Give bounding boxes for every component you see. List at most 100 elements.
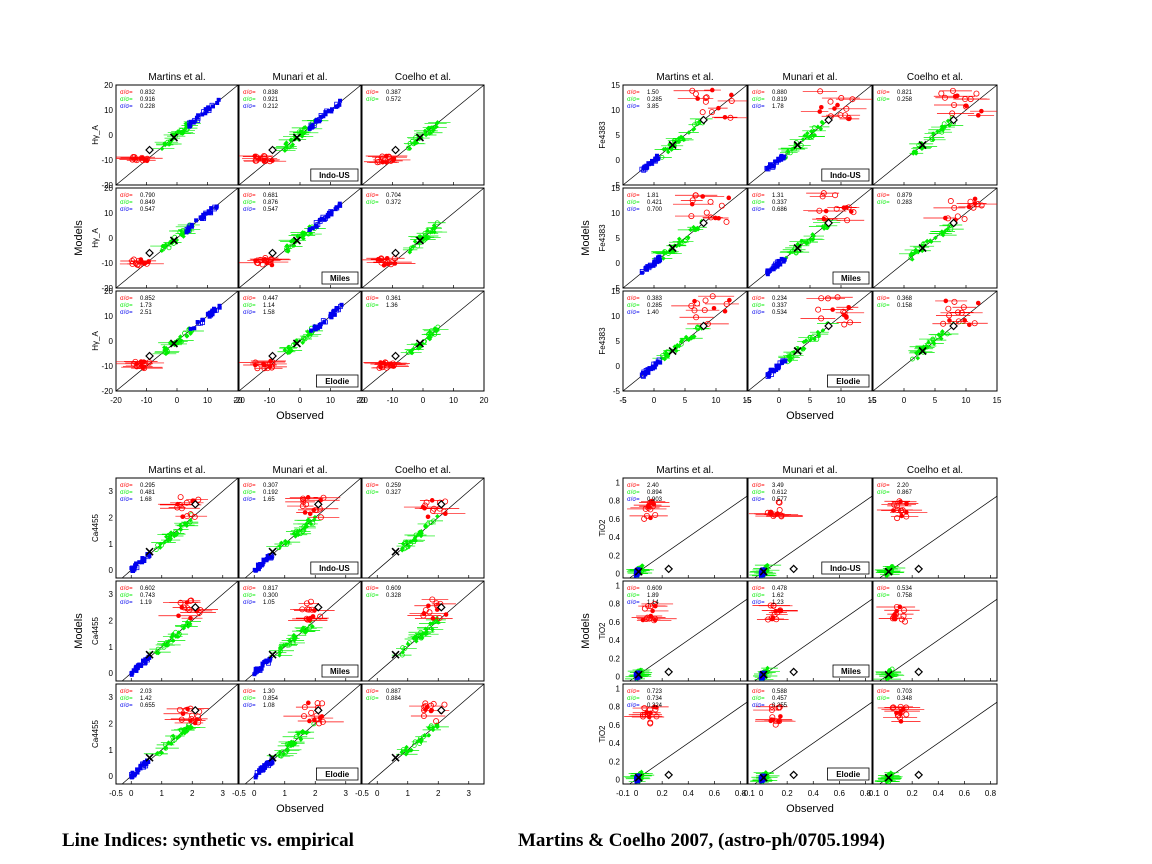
point-red — [841, 309, 848, 316]
marker-cross — [292, 339, 302, 348]
point-red — [184, 605, 191, 612]
point-green — [311, 517, 317, 523]
marker-diamond — [391, 248, 400, 258]
stats-label: σ/σ= — [627, 200, 640, 206]
point-green — [182, 330, 187, 336]
stats-label: σ/σ= — [366, 97, 379, 103]
point-red — [898, 708, 904, 714]
points — [639, 192, 732, 275]
stats-value: 1.36 — [386, 303, 398, 309]
points — [253, 700, 344, 780]
marker-cross — [391, 547, 400, 556]
stats-label: σ/σ= — [627, 689, 640, 695]
point-green — [406, 145, 411, 151]
panel: σ/σ= 0.681 σ/σ= 0.876 σ/σ= 0.547 Miles — [238, 187, 362, 289]
point-green — [669, 147, 674, 152]
point-red — [716, 105, 721, 111]
stats-label: σ/σ= — [627, 310, 640, 316]
tick-label-y: -20 — [101, 284, 113, 293]
point-red — [430, 700, 437, 707]
tick-label-x: -0.5 — [109, 789, 123, 798]
tick-label-x: 0.6 — [834, 789, 846, 798]
stats-value: 0.337 — [772, 303, 788, 309]
marker-diamond — [145, 248, 154, 258]
point-green — [300, 728, 306, 734]
stats-value: 0.609 — [647, 586, 663, 592]
point-blue — [129, 774, 134, 779]
stats-label: σ/σ= — [120, 497, 133, 503]
stats-value: 0.903 — [647, 497, 663, 503]
point-red — [144, 158, 150, 164]
point-blue — [654, 156, 659, 161]
point-green — [674, 348, 679, 354]
stats-value: 1.65 — [263, 497, 275, 503]
point-green — [821, 226, 827, 231]
point-green — [300, 625, 306, 631]
stats-label: σ/σ= — [627, 586, 640, 592]
point-green — [945, 118, 951, 124]
stats-label: σ/σ= — [120, 600, 133, 606]
point-blue — [332, 312, 337, 317]
point-blue — [773, 159, 778, 164]
stats-value: 0.457 — [772, 696, 788, 702]
point-red — [693, 314, 700, 321]
point-green — [291, 632, 297, 638]
point-red — [303, 501, 310, 508]
tick-label-x: 15 — [743, 396, 752, 405]
point-blue — [259, 666, 264, 671]
point-blue — [141, 658, 146, 663]
panel-ylabel: TiO2 — [598, 725, 607, 743]
panel-ylabel: Ca4455 — [91, 513, 100, 542]
stats-value: 0.876 — [263, 200, 279, 206]
point-red — [835, 102, 840, 108]
tick-label-x: 3 — [467, 789, 472, 798]
stats-value: 0.372 — [386, 200, 402, 206]
tick-label-x: 0.6 — [709, 789, 721, 798]
point-green — [407, 249, 413, 255]
point-green — [283, 141, 288, 147]
point-blue — [198, 215, 203, 220]
point-blue — [779, 256, 784, 261]
point-red — [178, 505, 185, 512]
point-red — [650, 608, 655, 614]
point-green — [308, 331, 314, 337]
points — [252, 598, 335, 677]
point-blue — [257, 770, 262, 775]
point-blue — [256, 668, 261, 673]
tick-label-y: 5 — [616, 131, 621, 140]
point-green — [301, 730, 307, 736]
point-blue — [194, 218, 199, 223]
panel: σ/σ= 0.832 σ/σ= 0.916 σ/σ= 0.228 — [115, 84, 239, 186]
stats-label: σ/σ= — [366, 296, 379, 302]
tick-label-y: 0.4 — [609, 533, 621, 542]
points — [362, 220, 448, 268]
point-red — [776, 499, 783, 506]
point-blue — [265, 762, 270, 767]
point-red — [317, 514, 324, 521]
point-green — [182, 726, 188, 732]
point-blue — [766, 270, 771, 275]
marker-diamond — [699, 218, 708, 228]
point-blue — [781, 156, 786, 161]
point-green — [425, 335, 431, 341]
point-red — [951, 298, 958, 305]
point-red — [269, 262, 275, 268]
point-green — [403, 545, 409, 551]
stats-value: 0.854 — [263, 696, 279, 702]
point-green — [430, 226, 435, 232]
stats-value: 1.30 — [263, 689, 275, 695]
panel: σ/σ= 0.821 σ/σ= 0.258 — [872, 84, 998, 186]
point-green — [288, 239, 294, 244]
point-green — [399, 547, 405, 553]
one-to-one-line — [879, 495, 998, 579]
point-blue — [658, 360, 663, 365]
panel-frame — [361, 683, 485, 785]
point-green — [910, 151, 916, 156]
stats-value: 2.20 — [897, 483, 909, 489]
tick-label-y: -5 — [613, 181, 621, 190]
tick-label-y: 0.2 — [609, 551, 621, 560]
tick-label-y: 20 — [104, 81, 113, 90]
point-green — [676, 136, 682, 141]
point-blue — [253, 775, 258, 780]
point-red — [944, 215, 951, 222]
